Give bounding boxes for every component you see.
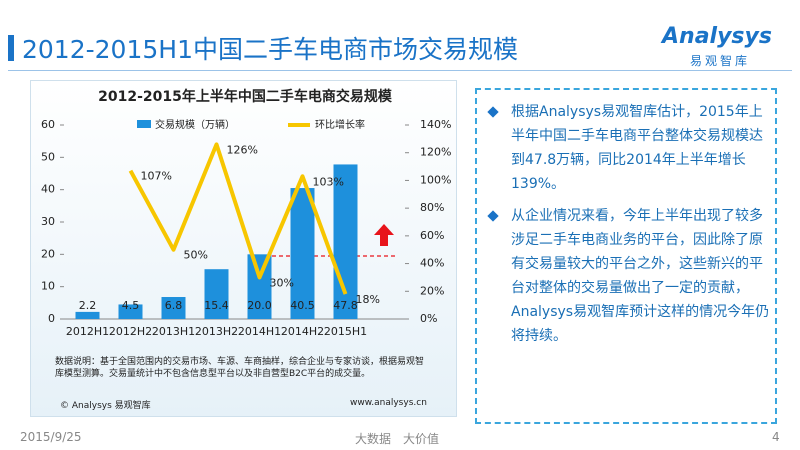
bar bbox=[118, 304, 143, 319]
x-tick-label: 2012H2 bbox=[109, 325, 152, 338]
y2-tick-label: 140% bbox=[420, 118, 451, 131]
x-tick-label: 2014H2 bbox=[281, 325, 324, 338]
bar-label: 15.4 bbox=[204, 299, 229, 312]
bar-label: 6.8 bbox=[165, 299, 183, 312]
line bbox=[128, 142, 348, 295]
y2-tick-label: 100% bbox=[420, 173, 451, 186]
y-tick-label: 0 bbox=[48, 312, 55, 325]
y-tick-label: 60 bbox=[41, 118, 55, 131]
chart-box bbox=[30, 80, 457, 417]
y2-tick-label: 40% bbox=[420, 257, 444, 270]
x-tick-label: 2013H2 bbox=[195, 325, 238, 338]
y2-tick-label: 20% bbox=[420, 284, 444, 297]
bar-label: 2.2 bbox=[79, 299, 97, 312]
bar-label: 40.5 bbox=[290, 299, 315, 312]
bullet-text: 根据Analysys易观智库估计，2015年上半年中国二手车电商平台整体交易规模… bbox=[511, 104, 763, 192]
y2-tick-label: 0% bbox=[420, 312, 437, 325]
y-tick-label: 30 bbox=[41, 215, 55, 228]
line-label: 107% bbox=[141, 170, 172, 183]
chart-title: 2012-2015年上半年中国二手车电商交易规模 bbox=[98, 88, 393, 105]
y-tick-label: 10 bbox=[41, 280, 55, 293]
x-tick-label: 2015H1 bbox=[324, 325, 367, 338]
bar bbox=[247, 254, 272, 319]
y-tick-label: 20 bbox=[41, 247, 55, 260]
y-tick-label: 50 bbox=[41, 150, 55, 163]
y2-tick-label: 120% bbox=[420, 146, 451, 159]
bar bbox=[75, 311, 100, 319]
bar-label: 4.5 bbox=[122, 299, 140, 312]
legend-label: 环比增长率 bbox=[315, 118, 365, 131]
line-label: 30% bbox=[270, 276, 294, 289]
legend-swatch bbox=[137, 120, 151, 128]
bar bbox=[161, 297, 186, 319]
y2-tick-label: 80% bbox=[420, 201, 444, 214]
legend-label: 交易规模（万辆） bbox=[155, 118, 235, 131]
bar-label: 47.8 bbox=[333, 299, 358, 312]
slide-title: 2012-2015H1中国二手车电商市场交易规模 bbox=[22, 35, 518, 64]
divider bbox=[8, 70, 792, 71]
logo: Analysys bbox=[662, 24, 772, 49]
line-label: 126% bbox=[227, 143, 258, 156]
x-tick-label: 2013H1 bbox=[152, 325, 195, 338]
page-number: 4 bbox=[772, 430, 780, 444]
bullet-text: 从企业情况来看，今年上半年出现了较多涉足二手车电商业务的平台，因此除了原有交易量… bbox=[511, 208, 770, 344]
footer-slogan: 大数据 大价值 bbox=[355, 432, 440, 446]
source-left: © Analysys 易观智库 bbox=[60, 401, 151, 411]
bullet-icon bbox=[487, 210, 499, 222]
y2-tick-label: 60% bbox=[420, 229, 444, 242]
line-label: 103% bbox=[313, 175, 344, 188]
logo-sub: 易观智库 bbox=[690, 54, 751, 68]
title-bar bbox=[8, 35, 14, 61]
bullet-list: 根据Analysys易观智库估计，2015年上半年中国二手车电商平台整体交易规模… bbox=[485, 100, 770, 356]
line-label: 50% bbox=[184, 249, 208, 262]
bullet: 从企业情况来看，今年上半年出现了较多涉足二手车电商业务的平台，因此除了原有交易量… bbox=[485, 204, 770, 348]
arrow bbox=[374, 224, 394, 246]
bullet: 根据Analysys易观智库估计，2015年上半年中国二手车电商平台整体交易规模… bbox=[485, 100, 770, 196]
y-tick-label: 40 bbox=[41, 183, 55, 196]
text-box bbox=[475, 88, 777, 424]
chart-note: 数据说明：基于全国范围内的交易市场、车源、车商抽样，综合企业与专家访谈，根据易观… bbox=[55, 357, 425, 379]
x-tick-label: 2012H1 bbox=[66, 325, 109, 338]
source-right: www.analysys.cn bbox=[350, 398, 427, 408]
bar bbox=[204, 269, 229, 319]
bar bbox=[290, 188, 315, 319]
x-tick-label: 2014H1 bbox=[238, 325, 281, 338]
bar-label: 20.0 bbox=[247, 299, 272, 312]
line-label: 18% bbox=[356, 293, 380, 306]
bullet-icon bbox=[487, 106, 499, 118]
footer-date: 2015/9/25 bbox=[20, 430, 82, 444]
